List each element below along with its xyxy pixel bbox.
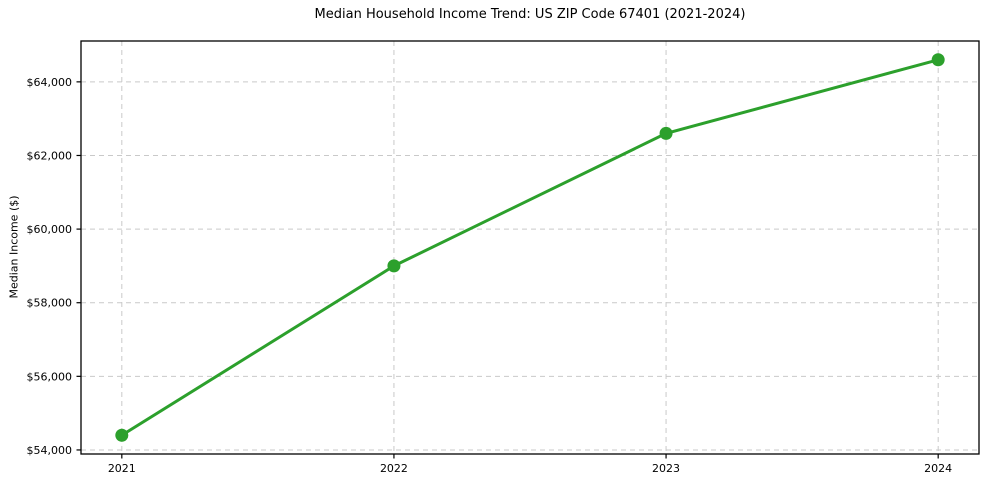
x-tick-label: 2023 bbox=[652, 462, 680, 475]
data-point-2022 bbox=[387, 259, 401, 273]
y-tick-label: $62,000 bbox=[27, 149, 73, 162]
data-point-2023 bbox=[659, 126, 673, 140]
trend-line bbox=[120, 58, 940, 437]
y-tick-label: $56,000 bbox=[27, 370, 73, 383]
data-point-2021 bbox=[115, 428, 129, 442]
y-tick-label: $54,000 bbox=[27, 444, 73, 457]
y-tick-label: $60,000 bbox=[27, 223, 73, 236]
plot-border bbox=[80, 40, 980, 455]
y-tick-label: $64,000 bbox=[27, 76, 73, 89]
y-tick-label: $58,000 bbox=[27, 297, 73, 310]
chart-title: Median Household Income Trend: US ZIP Co… bbox=[314, 7, 746, 22]
x-tick-label: 2021 bbox=[108, 462, 136, 475]
x-tick-label: 2024 bbox=[924, 462, 952, 475]
data-point-2024 bbox=[931, 53, 945, 67]
x-tick-label: 2022 bbox=[380, 462, 408, 475]
